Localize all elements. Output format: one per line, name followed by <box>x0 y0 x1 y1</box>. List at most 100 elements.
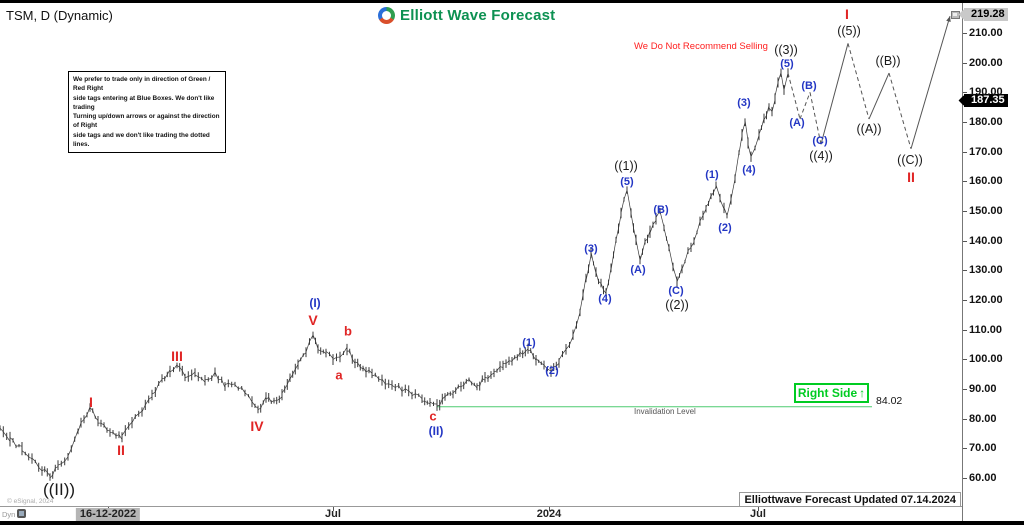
time-axis[interactable]: Dyn 16-12-2022 Jul 2024 Jul <box>0 506 962 521</box>
wave-label: b <box>344 323 352 339</box>
wave-label: III <box>171 348 183 364</box>
wave-label: ((II)) <box>42 480 76 499</box>
wave-label: ((3)) <box>774 43 798 57</box>
price-tick-label: 160.00 <box>969 175 1003 188</box>
price-tick-mark <box>963 448 967 450</box>
plot-area[interactable]: We prefer to trade only in direction of … <box>0 0 962 521</box>
time-tick-label: 16-12-2022 <box>75 508 141 521</box>
price-tick-label: 130.00 <box>969 264 1003 277</box>
price-tick-mark <box>963 151 967 153</box>
price-tick-label: 60.00 <box>969 472 997 485</box>
price-tick-label: 110.00 <box>969 323 1003 336</box>
disclaimer-line: side tags entering at Blue Boxes. We don… <box>73 94 215 111</box>
price-tick-mark <box>963 122 967 123</box>
price-tick-mark <box>963 92 967 94</box>
wave-label: (II) <box>428 424 444 438</box>
axis-settings-icon[interactable] <box>17 509 26 518</box>
esignal-watermark: © eSignal, 2024 <box>7 498 54 505</box>
time-tick-mark <box>758 507 759 511</box>
wave-label: (B) <box>801 80 817 92</box>
time-tick-mark <box>333 507 334 511</box>
wave-label: IV <box>250 418 264 434</box>
disclaimer-line: side tags and we don't like trading the … <box>73 131 210 148</box>
invalidation-level-label: Invalidation Level <box>634 407 696 416</box>
symbol-title: TSM, D (Dynamic) <box>6 8 113 23</box>
projected-price-tag: 219.28 <box>964 8 1008 21</box>
wave-label: (5) <box>620 176 634 188</box>
wave-label: (3) <box>737 97 751 109</box>
current-price-tag: 187.35 <box>964 94 1008 108</box>
disclaimer-line: Turning up/down arrows or against the di… <box>73 113 220 130</box>
wave-label: (A) <box>630 264 646 276</box>
brand-logo-icon <box>378 7 395 24</box>
wave-label: (A) <box>789 117 805 129</box>
price-tick-label: 70.00 <box>969 442 997 455</box>
wave-label: ((1)) <box>614 159 638 173</box>
price-tick-label: 150.00 <box>969 205 1003 218</box>
wave-label: (1) <box>705 169 719 181</box>
price-tick-label: 100.00 <box>969 353 1003 366</box>
no-sell-warning-text: We Do Not Recommend Selling <box>634 41 768 52</box>
price-tick-label: 200.00 <box>969 56 1003 69</box>
price-tick-label: 80.00 <box>969 412 997 425</box>
wave-label: (4) <box>598 293 612 305</box>
wave-label: I <box>845 6 849 22</box>
price-tick-label: 190.00 <box>969 86 1003 99</box>
price-tick-mark <box>963 359 967 361</box>
wave-label: ((4)) <box>809 149 833 163</box>
price-tick-label: 210.00 <box>969 27 1003 39</box>
right-side-tag: Right Side ↑ <box>794 383 869 403</box>
price-tick-label: 180.00 <box>969 116 1003 128</box>
price-tick-mark <box>963 62 967 64</box>
time-tick-label: Jul <box>750 508 766 520</box>
wave-label: (3) <box>584 243 598 255</box>
price-tick-mark <box>963 478 967 480</box>
disclaimer-line: We prefer to trade only in direction of … <box>73 76 211 93</box>
wave-label: (5) <box>780 58 794 70</box>
wave-label: (2) <box>545 365 559 377</box>
wave-label: (I) <box>309 296 321 310</box>
wave-label: (1) <box>522 337 536 349</box>
wave-label: II <box>907 169 915 185</box>
time-tick-label: 2024 <box>536 508 562 520</box>
invalidation-price-value: 84.02 <box>876 395 903 407</box>
time-tick-mark <box>549 507 550 511</box>
price-tick-label: 170.00 <box>969 145 1003 158</box>
bottom-border-bar <box>0 521 1024 525</box>
time-tick-label: Jul <box>325 508 341 520</box>
wave-label: c <box>429 408 437 424</box>
price-tick-mark <box>963 211 967 213</box>
price-tick-mark <box>963 300 967 302</box>
wave-label: (2) <box>718 222 732 234</box>
price-tick-mark <box>963 329 967 331</box>
wave-label: V <box>308 312 318 328</box>
up-arrow-icon: ↑ <box>859 386 866 400</box>
disclaimer-box: We prefer to trade only in direction of … <box>68 71 226 154</box>
price-tick-mark <box>963 181 967 183</box>
wave-label: ((A)) <box>856 122 882 136</box>
brand-name: Elliott Wave Forecast <box>400 7 556 24</box>
price-tick-mark <box>963 418 967 420</box>
price-tick-label: 140.00 <box>969 234 1003 247</box>
price-tick-label: 90.00 <box>969 383 997 396</box>
price-tick-mark <box>963 33 967 34</box>
wave-label: ((B)) <box>875 54 901 68</box>
wave-label: (C) <box>668 285 684 297</box>
wave-label: ((2)) <box>665 298 689 312</box>
axis-mode-label[interactable]: Dyn <box>2 510 16 519</box>
wave-label: II <box>117 442 125 458</box>
wave-label: ((5)) <box>837 24 861 38</box>
wave-label: a <box>335 367 343 383</box>
right-side-label: Right Side <box>797 386 858 400</box>
price-tick-mark <box>963 270 967 272</box>
price-chart-svg <box>0 15 951 481</box>
wave-label: I <box>89 394 93 410</box>
price-tick-mark <box>963 240 967 242</box>
price-axis[interactable]: 219.28 187.35 210.00 200.00 190.00 180.00 17… <box>962 3 1024 521</box>
price-tick-mark <box>963 389 967 391</box>
wave-label: (C) <box>812 135 828 147</box>
wave-label: ((C)) <box>897 153 923 167</box>
wave-label: (B) <box>653 204 669 216</box>
price-tick-label: 120.00 <box>969 294 1003 307</box>
